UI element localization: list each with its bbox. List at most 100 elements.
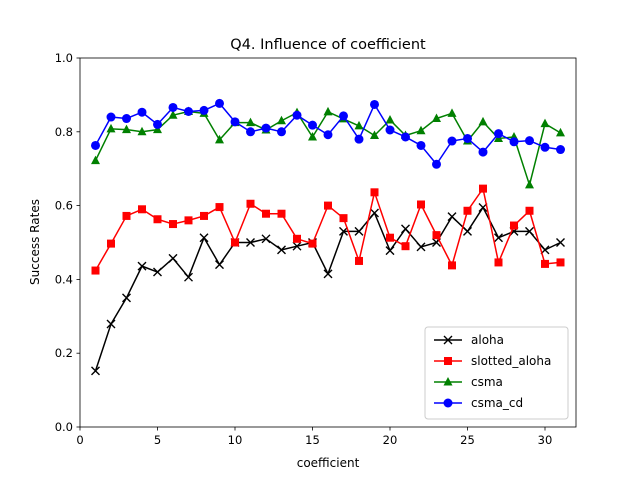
data-point-aloha	[168, 253, 178, 263]
data-point-slotted_aloha	[122, 211, 131, 220]
data-point-csma	[447, 108, 457, 117]
data-point-csma	[556, 127, 565, 137]
x-tick-label: 30	[538, 433, 553, 447]
data-point-csma_cd	[168, 102, 178, 112]
data-point-csma	[370, 130, 379, 139]
data-point-slotted_aloha	[107, 239, 115, 248]
data-point-aloha	[215, 260, 224, 270]
data-point-slotted_aloha	[308, 239, 317, 248]
legend-entry-aloha: aloha	[434, 333, 504, 347]
data-point-aloha	[323, 269, 333, 279]
data-point-csma_cd	[447, 136, 457, 146]
legend-entry-slotted_aloha: slotted_aloha	[434, 354, 551, 368]
data-point-csma	[540, 118, 550, 128]
data-point-csma	[354, 120, 364, 130]
data-point-slotted_aloha	[138, 205, 146, 214]
data-point-slotted_aloha	[169, 220, 177, 229]
data-point-slotted_aloha	[525, 206, 534, 215]
data-point-aloha	[277, 245, 286, 255]
data-point-csma	[385, 114, 395, 124]
data-point-aloha	[122, 293, 131, 303]
data-point-aloha	[463, 226, 472, 236]
data-point-csma_cd	[153, 119, 162, 129]
data-point-csma_cd	[525, 136, 534, 146]
y-tick-label: 0.6	[55, 199, 73, 213]
data-point-csma_cd	[91, 140, 100, 150]
data-point-aloha	[184, 272, 193, 282]
data-point-csma_cd	[416, 140, 426, 150]
data-point-slotted_aloha	[386, 233, 394, 242]
data-point-slotted_aloha	[215, 203, 224, 212]
legend-box	[424, 326, 569, 420]
data-point-csma_cd	[556, 145, 565, 155]
data-point-csma_cd	[246, 127, 255, 137]
y-axis-label: Success Rates	[28, 199, 42, 285]
data-point-aloha	[339, 226, 348, 236]
x-tick-label: 25	[460, 433, 475, 447]
data-point-aloha	[91, 366, 100, 376]
data-point-csma_cd	[122, 114, 131, 124]
legend-label-aloha: aloha	[471, 333, 504, 347]
data-point-slotted_aloha	[355, 256, 363, 265]
data-point-csma	[323, 106, 333, 116]
data-point-aloha	[261, 234, 271, 244]
data-point-csma	[168, 110, 178, 119]
legend-marker-slotted_aloha	[444, 357, 452, 365]
legend-label-slotted_aloha: slotted_aloha	[471, 354, 551, 368]
y-tick-label: 0.0	[55, 420, 73, 434]
data-point-csma_cd	[323, 130, 333, 140]
x-tick-label: 0	[76, 433, 83, 447]
plot-area: 0 5 10 15 20 25 30 0.0 0.2 0.4 0.6 0.8 1.0	[55, 51, 577, 447]
data-point-csma	[137, 126, 147, 136]
data-point-csma_cd	[509, 137, 519, 147]
data-point-slotted_aloha	[91, 266, 100, 275]
data-point-aloha	[556, 238, 565, 247]
data-point-aloha	[447, 212, 457, 222]
data-point-csma	[478, 116, 488, 126]
y-tick-label: 0.8	[55, 125, 73, 139]
legend-entry-csma_cd: csma_cd	[434, 396, 523, 410]
data-point-aloha	[494, 233, 503, 243]
data-point-slotted_aloha	[262, 209, 270, 218]
data-point-csma	[416, 125, 426, 135]
data-point-slotted_aloha	[494, 258, 503, 267]
legend-entry-csma: csma	[434, 375, 503, 389]
data-point-slotted_aloha	[541, 259, 549, 268]
data-point-aloha	[370, 208, 379, 218]
data-point-slotted_aloha	[246, 199, 255, 208]
legend-label-csma: csma	[471, 375, 503, 389]
data-point-slotted_aloha	[370, 188, 379, 197]
data-point-csma_cd	[478, 147, 488, 157]
data-point-csma_cd	[432, 159, 441, 169]
series-csma_cd	[91, 98, 565, 169]
data-point-csma	[215, 134, 224, 144]
legend-marker-aloha	[443, 335, 453, 345]
data-point-csma	[432, 113, 441, 123]
chart-title: Q4. Influence of coefficient	[230, 37, 426, 53]
data-point-aloha	[385, 246, 395, 256]
data-point-csma_cd	[292, 110, 302, 120]
data-point-aloha	[153, 267, 162, 277]
x-tick-label: 20	[383, 433, 398, 447]
data-point-slotted_aloha	[200, 211, 208, 220]
data-point-csma_cd	[370, 99, 379, 109]
data-point-csma_cd	[463, 133, 472, 143]
data-point-aloha	[292, 241, 302, 251]
data-point-csma_cd	[230, 117, 240, 127]
data-point-csma	[122, 124, 131, 134]
data-point-csma	[91, 155, 100, 165]
data-point-aloha	[401, 224, 410, 234]
data-point-csma	[106, 123, 116, 133]
data-point-slotted_aloha	[293, 234, 301, 243]
data-point-csma_cd	[339, 111, 348, 121]
y-tick-label: 1.0	[55, 51, 73, 65]
legend-label-csma_cd: csma_cd	[471, 396, 523, 410]
x-tick-label: 10	[228, 433, 243, 447]
data-point-csma_cd	[215, 98, 224, 108]
data-point-slotted_aloha	[184, 216, 193, 225]
data-point-csma_cd	[261, 123, 271, 133]
series-slotted_aloha	[91, 184, 565, 275]
data-point-slotted_aloha	[432, 231, 441, 240]
